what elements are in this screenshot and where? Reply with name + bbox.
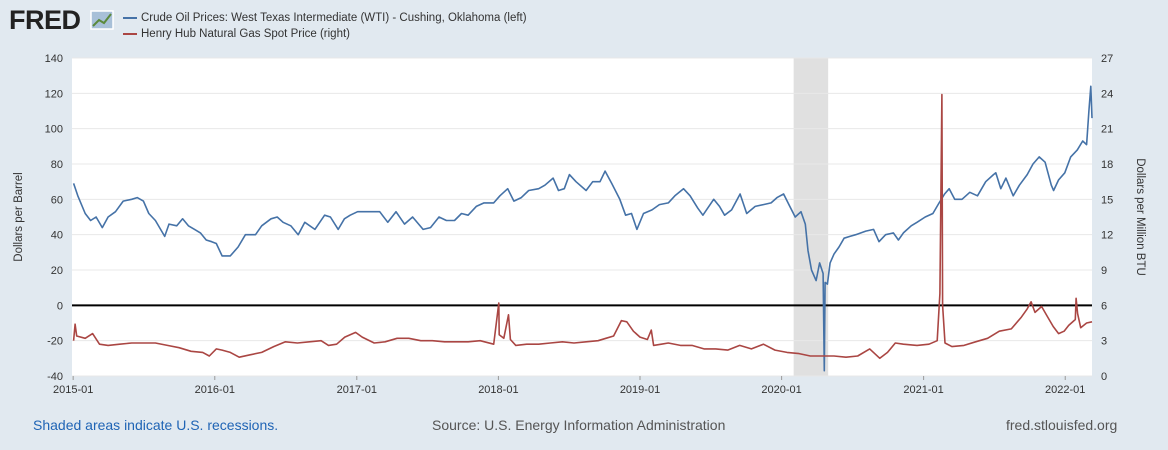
right-tick-label: 6 <box>1101 300 1107 312</box>
legend-swatch-wti <box>123 16 137 19</box>
left-tick-label: 20 <box>51 265 63 277</box>
right-tick-label: 27 <box>1101 53 1113 65</box>
x-tick-label: 2021-01 <box>903 384 943 396</box>
x-tick-label: 2022-01 <box>1045 384 1085 396</box>
right-tick-label: 9 <box>1101 265 1107 277</box>
x-tick-label: 2016-01 <box>195 384 235 396</box>
right-tick-label: 0 <box>1101 371 1107 383</box>
series-line-wti <box>72 85 1093 372</box>
plot-area <box>72 58 1092 376</box>
right-tick-label: 15 <box>1101 194 1113 206</box>
right-tick-label: 24 <box>1101 88 1113 100</box>
left-tick-label: 80 <box>51 159 63 171</box>
x-tick-label: 2017-01 <box>337 384 377 396</box>
right-tick-label: 12 <box>1101 230 1113 242</box>
left-tick-label: -20 <box>47 336 63 348</box>
legend-label-gas: Henry Hub Natural Gas Spot Price (right) <box>141 28 350 40</box>
left-tick-label: 120 <box>45 88 63 100</box>
left-tick-label: 100 <box>45 124 63 136</box>
right-tick-label: 18 <box>1101 159 1113 171</box>
right-tick-label: 3 <box>1101 336 1107 348</box>
chart: -40 -20 0 20 40 60 80 100 120 140 0 3 6 9 12 15 18 21 24 2… <box>13 53 1146 396</box>
right-tick-label: 21 <box>1101 124 1113 136</box>
site-link[interactable]: fred.stlouisfed.org <box>1006 417 1118 433</box>
legend-item-gas[interactable]: Henry Hub Natural Gas Spot Price (right) <box>123 27 350 41</box>
x-tick-label: 2015-01 <box>53 384 93 396</box>
fred-logo-text: FRED <box>9 5 81 35</box>
left-tick-label: 60 <box>51 194 63 206</box>
recession-band <box>793 58 829 376</box>
legend-swatch-gas <box>123 32 137 35</box>
x-tick-label: 2019-01 <box>620 384 660 396</box>
x-tick-label: 2020-01 <box>761 384 801 396</box>
series-line-gas <box>72 93 1093 360</box>
left-tick-label: 0 <box>57 300 63 312</box>
left-tick-label: 40 <box>51 230 63 242</box>
recession-note: Shaded areas indicate U.S. recessions. <box>33 417 279 433</box>
legend-item-wti[interactable]: Crude Oil Prices: West Texas Intermediat… <box>123 11 527 25</box>
fred-logo[interactable]: FRED <box>8 3 120 37</box>
left-tick-label: 140 <box>45 53 63 65</box>
source-text: Source: U.S. Energy Information Administ… <box>432 417 726 433</box>
x-tick-label: 2018-01 <box>478 384 518 396</box>
fred-logo-chart-icon <box>90 10 114 30</box>
legend-label-wti: Crude Oil Prices: West Texas Intermediat… <box>141 12 527 24</box>
left-axis-title: Dollars per Barrel <box>13 172 25 261</box>
left-tick-label: -40 <box>47 371 63 383</box>
right-axis-title: Dollars per Million BTU <box>1134 158 1146 276</box>
